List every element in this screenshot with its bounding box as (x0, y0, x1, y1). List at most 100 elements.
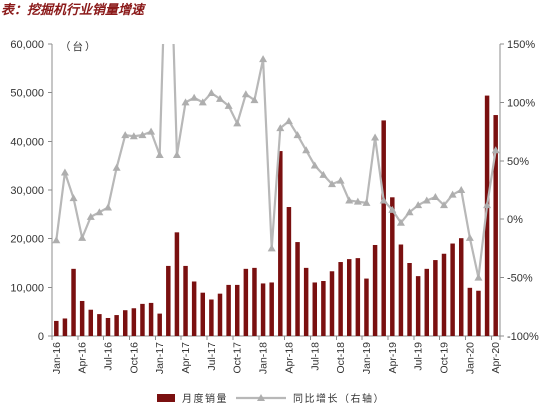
x-axis-tick-label: Jan-19 (361, 342, 373, 374)
monthly-sales-bar (157, 313, 162, 336)
monthly-sales-bar (209, 299, 214, 336)
x-axis-tick-label: Oct-18 (335, 342, 347, 374)
x-axis-tick-label: Jan-18 (258, 342, 270, 374)
monthly-sales-bar (88, 309, 94, 336)
monthly-sales-bar (191, 281, 197, 336)
right-axis-tick-label: -100% (507, 331, 539, 343)
yoy-growth-marker (431, 193, 440, 201)
x-axis-tick-labels: Jan-16 Apr-16 Jul-16 Oct-16 Jan-17 Apr-17 Jul-… (51, 342, 502, 374)
yoy-growth-marker (345, 196, 354, 204)
monthly-sales-bar (295, 242, 300, 336)
yoy-growth-marker (483, 201, 492, 209)
legend-swatch-monthly-sales (157, 394, 175, 402)
yoy-growth-marker (155, 150, 164, 158)
monthly-sales-bar (183, 265, 188, 336)
monthly-sales-bar (415, 276, 421, 336)
yoy-growth-marker (181, 98, 190, 106)
monthly-sales-bar (346, 259, 352, 336)
monthly-sales-bar (122, 310, 128, 336)
monthly-sales-bar (338, 262, 343, 336)
monthly-sales-bar (467, 287, 473, 336)
monthly-sales-bar (114, 315, 119, 336)
yoy-growth-marker (78, 233, 87, 241)
monthly-sales-bars (54, 95, 498, 336)
left-axis-tick-label: 10,000 (10, 282, 44, 294)
monthly-sales-bar (62, 318, 68, 336)
yoy-growth-marker (250, 96, 259, 104)
yoy-growth-marker (371, 133, 380, 141)
right-axis-tick-label: 50% (507, 156, 529, 168)
yoy-growth-marker (328, 180, 336, 188)
monthly-sales-bar (312, 282, 318, 336)
legend-label-monthly-sales: 月度销量 (182, 392, 228, 405)
yoy-growth-marker (129, 132, 138, 140)
right-axis-tick-label: -50% (507, 273, 533, 285)
yoy-growth-marker (207, 89, 216, 97)
monthly-sales-bar (148, 302, 154, 336)
x-axis-tick-label: Jul-16 (103, 342, 115, 371)
yoy-growth-marker (310, 161, 319, 169)
monthly-sales-bar (381, 120, 386, 336)
monthly-sales-bar (243, 268, 249, 336)
x-axis-tick-label: Jan-20 (464, 342, 476, 374)
yoy-growth-marker (440, 201, 448, 209)
monthly-sales-bar (364, 278, 369, 336)
yoy-growth-marker (414, 201, 423, 209)
yoy-growth-marker (104, 203, 112, 211)
x-axis-tick-label: Jan-17 (154, 342, 166, 374)
monthly-sales-bar (105, 317, 111, 336)
yoy-growth-marker (276, 124, 285, 132)
x-axis-tick-label: Apr-19 (387, 342, 399, 374)
monthly-sales-bar (321, 281, 326, 336)
monthly-sales-bar (424, 268, 430, 336)
monthly-sales-bar (372, 244, 378, 336)
monthly-sales-bar (140, 303, 145, 336)
right-axis-tick-labels: -100% -50% 0% 50% 100% 150% (507, 39, 539, 343)
yoy-growth-marker (448, 190, 457, 198)
yoy-growth-series (52, 44, 500, 281)
right-axis-tick-label: 150% (507, 39, 535, 51)
monthly-sales-bar (252, 267, 257, 336)
x-axis-tick-label: Jul-18 (309, 342, 321, 371)
yoy-growth-marker (172, 150, 181, 158)
yoy-growth-marker (336, 176, 345, 184)
yoy-growth-marker (69, 194, 78, 202)
yoy-growth-marker (138, 131, 147, 139)
yoy-growth-marker (405, 208, 414, 216)
x-axis-tick-label: Apr-20 (490, 342, 502, 374)
yoy-growth-marker (112, 163, 121, 171)
yoy-growth-marker (465, 233, 474, 241)
monthly-sales-bar (450, 243, 455, 336)
monthly-sales-bar (329, 271, 335, 336)
monthly-sales-bar (484, 95, 490, 336)
monthly-sales-bar (166, 265, 171, 336)
x-axis-tick-label: Jan-16 (51, 342, 63, 374)
yoy-growth-marker (388, 205, 397, 213)
monthly-sales-bar (260, 283, 266, 336)
yoy-growth-marker (491, 146, 500, 154)
yoy-growth-marker (293, 131, 302, 139)
right-axis-tick-label: 0% (507, 214, 523, 226)
yoy-growth-marker (233, 119, 242, 127)
yoy-growth-marker (267, 244, 276, 252)
monthly-sales-bar (407, 263, 412, 336)
yoy-growth-marker (457, 186, 466, 193)
chart-title: 表：挖掘机行业销量增速 (1, 2, 147, 18)
legend-swatch-yoy-growth-marker (257, 394, 265, 401)
monthly-sales-bar (97, 314, 102, 336)
yoy-growth-marker (422, 196, 431, 204)
left-axis-tick-label: 60,000 (10, 39, 44, 51)
yoy-growth-marker (52, 236, 61, 244)
monthly-sales-bar (433, 260, 438, 336)
yoy-growth-marker (353, 197, 362, 205)
yoy-growth-marker (224, 101, 233, 109)
right-axis-tick-label: 100% (507, 97, 535, 109)
monthly-sales-bar (269, 282, 274, 336)
monthly-sales-bar (286, 207, 292, 336)
x-axis-tick-label: Jul-19 (413, 342, 425, 371)
x-axis-tick-label: Apr-16 (77, 342, 89, 374)
x-axis-tick-label: Oct-16 (128, 342, 140, 374)
monthly-sales-bar (355, 258, 361, 336)
yoy-growth-marker (60, 168, 69, 176)
